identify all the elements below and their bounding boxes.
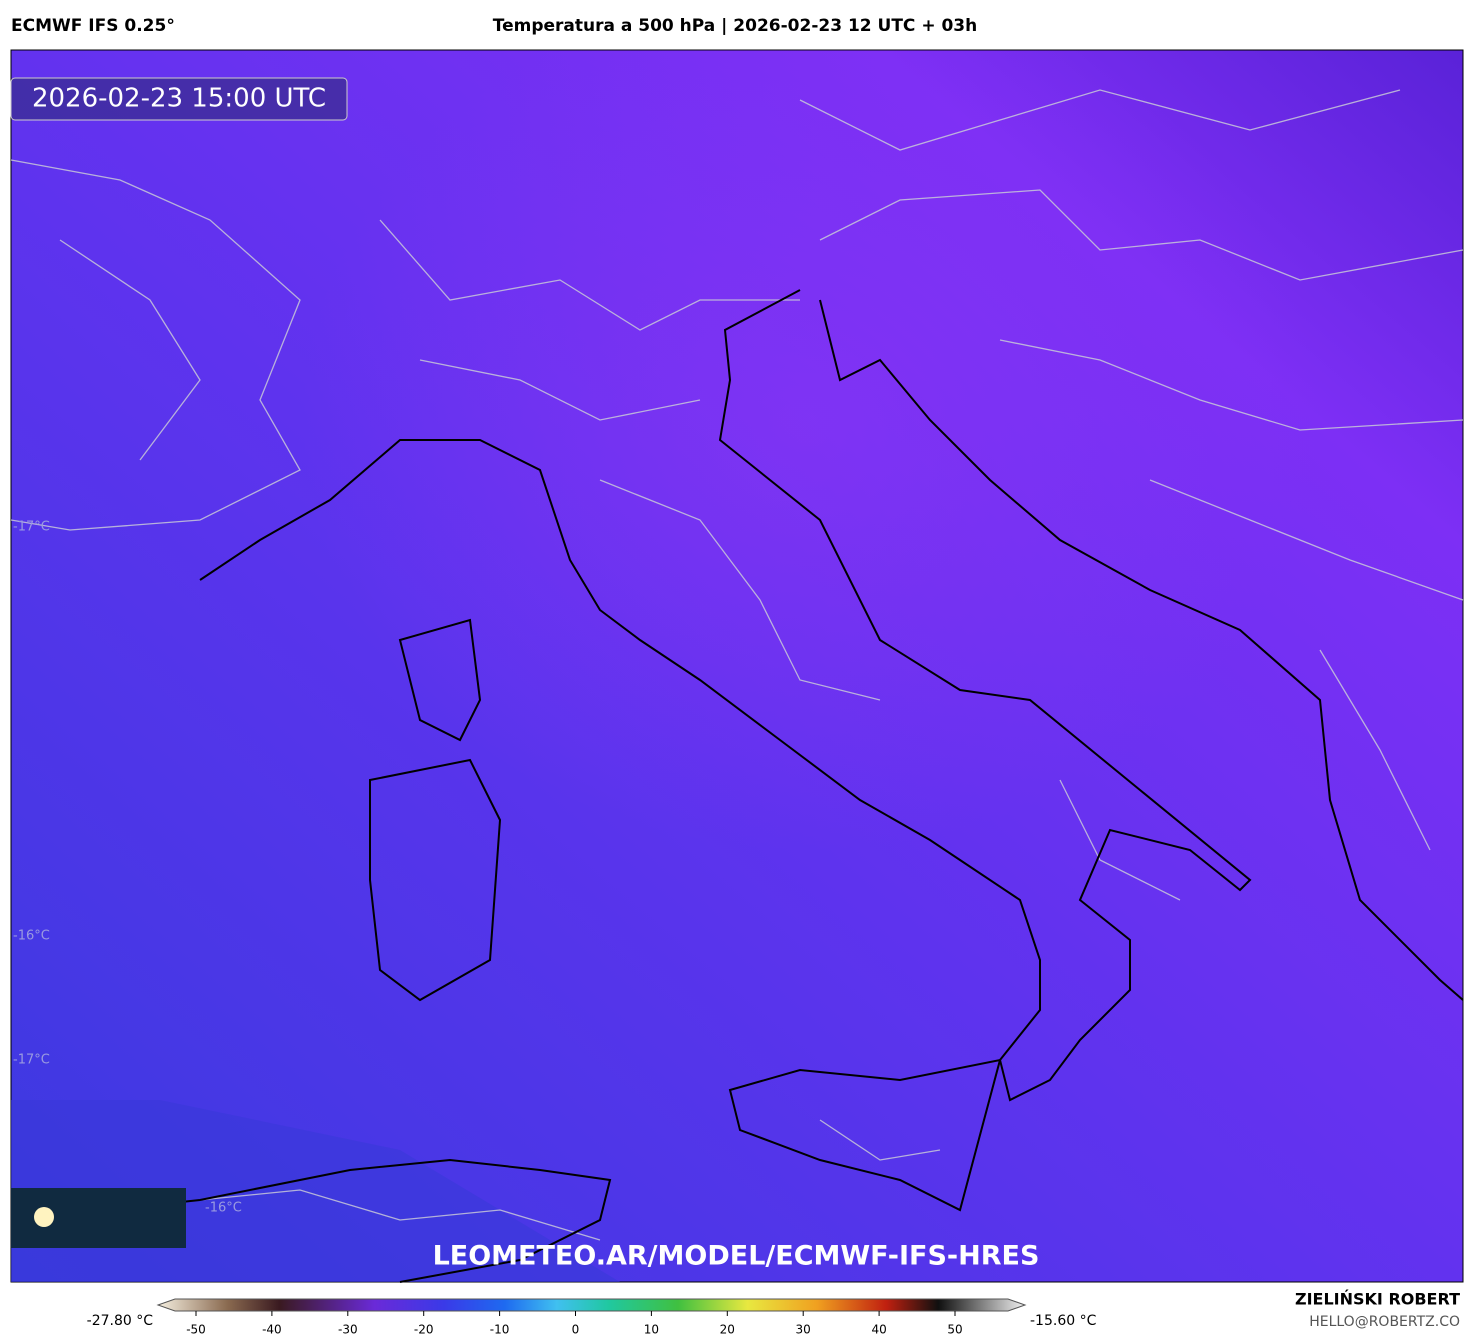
colorbar-bar	[156, 1298, 1027, 1312]
colorbar-tick-label: 10	[644, 1323, 659, 1337]
contour-label: -17°C	[13, 520, 50, 535]
map: -17°C -16°C -17°C -16°C 2026-02-23 15:00 UT…	[10, 49, 1464, 1283]
colorbar-tick-label: 50	[947, 1323, 962, 1337]
colorbar-min: -27.80 °C	[87, 1313, 154, 1329]
colorbar-tick-label: 0	[572, 1323, 580, 1337]
map-title: Temperatura a 500 hPa | 2026-02-23 12 UT…	[493, 16, 978, 36]
logo-sun	[34, 1207, 54, 1227]
colorbar-tick-label: -10	[490, 1323, 510, 1337]
contour-labels: -17°C -16°C -17°C -16°C	[13, 520, 242, 1216]
colorbar-tick-label: -20	[414, 1323, 434, 1337]
colorbar-max: -15.60 °C	[1030, 1313, 1097, 1329]
borders	[10, 89, 1464, 1241]
colorbar-tick-label: 40	[871, 1323, 886, 1337]
map-shading	[11, 50, 1463, 1282]
colorbar-tick-label: -40	[262, 1323, 282, 1337]
colorbar: -27.80 °C -15.60 °C -50 -40 -30 -20 -10 0 10 20…	[87, 1298, 1097, 1337]
coastlines	[10, 289, 1464, 1283]
timestamp: 2026-02-23 15:00 UTC	[32, 84, 326, 114]
watermark: LEOMETEO.AR/MODEL/ECMWF-IFS-HRES	[433, 1241, 1040, 1272]
timestamp-box	[10, 77, 348, 121]
contour-label: -17°C	[13, 1053, 50, 1068]
contour-label: -16°C	[205, 1201, 242, 1216]
email: HELLO@ROBERTZ.CO	[1309, 1314, 1460, 1330]
colorbar-tick-label: 30	[796, 1323, 811, 1337]
colorbar-tick-label: 20	[720, 1323, 735, 1337]
model-name: ECMWF IFS 0.25°	[11, 16, 175, 36]
contour-label: -16°C	[13, 929, 50, 944]
author: ZIELIŃSKI ROBERT	[1295, 1290, 1460, 1309]
colorbar-tick-label: -50	[186, 1323, 206, 1337]
colorbar-tick-label: -30	[338, 1323, 358, 1337]
